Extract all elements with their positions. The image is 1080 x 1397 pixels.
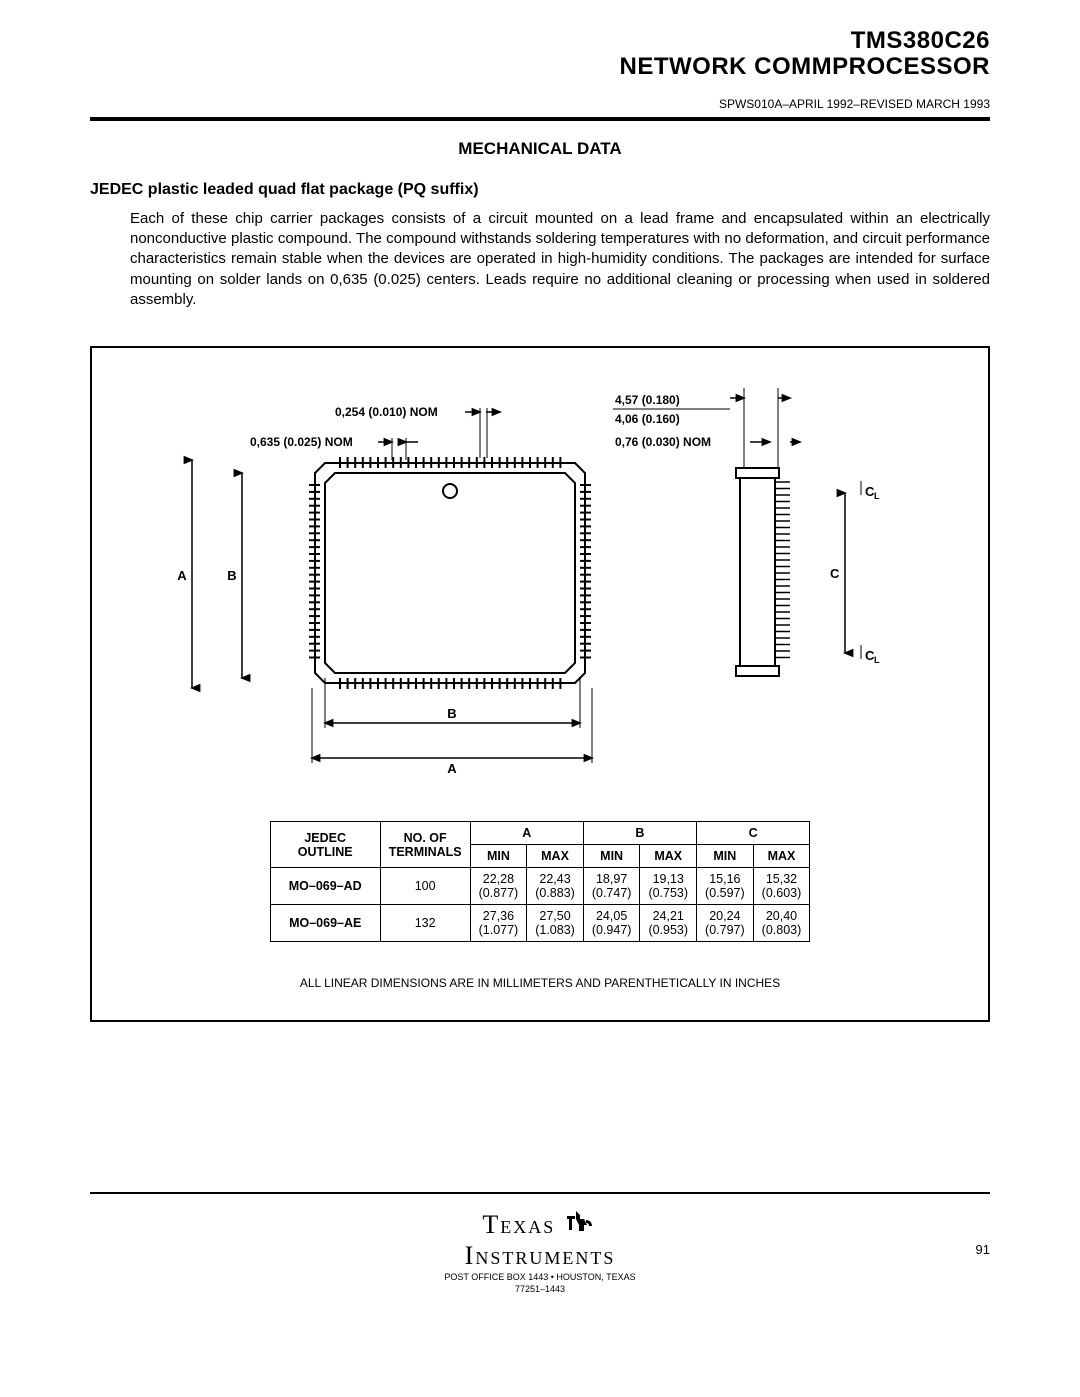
dimension-table: JEDEC OUTLINE NO. OF TERMINALS A B C MIN… [270,821,811,942]
th-C-min: MIN [697,845,754,868]
ti-logo: Texas Instruments POST OFFICE BOX 1443 •… [444,1208,635,1295]
footer-addr2: 77251–1443 [444,1285,635,1295]
package-diagram: A B A B 0,254 (0.010) NOM 0,635 (0.025) … [114,368,966,793]
title-line2: NETWORK COMMPROCESSOR [90,54,990,80]
th-B-max: MAX [640,845,697,868]
subsection-title: JEDEC plastic leaded quad flat package (… [90,181,990,199]
lead-width-label: 0,254 (0.010) NOM [335,405,438,419]
lead-ext: 0,76 (0.030) NOM [615,435,711,449]
th-B-min: MIN [583,845,640,868]
svg-text:L: L [874,655,880,665]
th-A-max: MAX [527,845,584,868]
th-outline: JEDEC OUTLINE [270,822,380,868]
table-row: MO–069–AD10022,28(0.877)22,43(0.883)18,9… [270,868,810,905]
brand-line2: Instruments [465,1241,616,1271]
doc-number: SPWS010A–APRIL 1992–REVISED MARCH 1993 [90,97,990,111]
footer-rule [90,1192,990,1194]
figure-note: ALL LINEAR DIMENSIONS ARE IN MILLIMETERS… [114,976,966,990]
th-B: B [583,822,696,845]
th-A: A [470,822,583,845]
th-C: C [697,822,810,845]
svg-text:L: L [874,491,880,501]
footer-addr1: POST OFFICE BOX 1443 • HOUSTON, TEXAS [444,1273,635,1283]
dim-B-left: B [227,568,236,583]
figure-container: A B A B 0,254 (0.010) NOM 0,635 (0.025) … [90,346,990,1022]
th-terminals: NO. OF TERMINALS [380,822,470,868]
page-number: 91 [976,1242,990,1257]
lead-pitch-label: 0,635 (0.025) NOM [250,435,353,449]
dim-A-bottom: A [447,761,457,776]
dim-A-left: A [177,568,187,583]
dim-C: C [830,566,840,581]
th-A-min: MIN [470,845,527,868]
table-row: MO–069–AE13227,36(1.077)27,50(1.083)24,0… [270,905,810,942]
ti-symbol-icon [564,1208,598,1241]
footer: Texas Instruments POST OFFICE BOX 1443 •… [90,1192,990,1295]
title-line1: TMS380C26 [90,28,990,54]
section-title: MECHANICAL DATA [90,139,990,159]
brand-line1: Texas [482,1210,555,1240]
header-rule [90,117,990,121]
height-max: 4,57 (0.180) [615,393,680,407]
document-header: TMS380C26 NETWORK COMMPROCESSOR [90,28,990,81]
th-C-max: MAX [753,845,810,868]
height-min: 4,06 (0.160) [615,412,680,426]
dim-B-bottom: B [447,706,456,721]
body-paragraph: Each of these chip carrier packages cons… [130,209,990,310]
